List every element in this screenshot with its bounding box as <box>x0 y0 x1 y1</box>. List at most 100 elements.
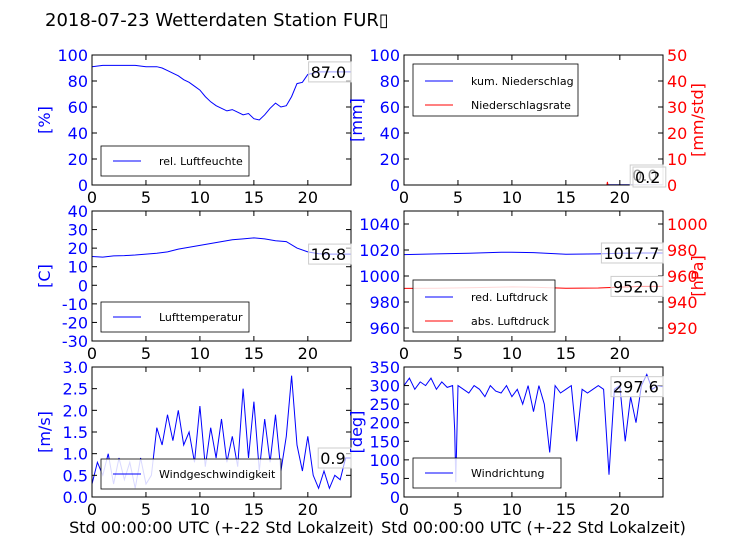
y-right-tick-label: 960 <box>667 267 698 286</box>
panel-pressure: 0 5 10 15 20 960 980 1000 1020 1040 920 940 960 980 10… <box>359 210 708 363</box>
y-tick-label: -10 <box>62 295 88 314</box>
legend-box-pressure <box>412 279 556 333</box>
value-label-winddir-box <box>610 376 664 398</box>
x-tick-label: 10 <box>502 500 522 519</box>
y-axis-label-temperature: [C] <box>35 264 54 288</box>
y-axis-label-humidity: [%] <box>35 106 54 134</box>
value-label-temperature: 16.8 <box>311 245 347 264</box>
y-tick-label: 20 <box>380 150 400 169</box>
y-tick-label: 1.0 <box>63 445 88 464</box>
value-label-right-precip: 0.2 <box>635 168 660 187</box>
x-tick-label: 20 <box>298 188 318 207</box>
y-tick-label: 20 <box>68 150 88 169</box>
panel-humidity: 0 5 10 15 20 0 20 40 60 80 100 [%] 87.0 rel. Luftfeuc… <box>35 46 352 207</box>
legend-box-precip <box>412 63 579 117</box>
plot-frame-precip <box>403 54 664 186</box>
x-tick-label: 10 <box>502 188 522 207</box>
plot-frame-humidity <box>91 54 352 186</box>
legend-label-winddir-0: Windrichtung <box>471 467 544 480</box>
value-label-humidity: 87.0 <box>311 63 347 82</box>
y-tick-label: 100 <box>57 46 88 65</box>
panel-precip: 0 5 10 15 20 0 20 40 60 80 100 [mm] 0 10 20 30 40 50[mm/s… <box>347 46 707 207</box>
x-tick-label: 5 <box>141 500 151 519</box>
y-tick-label: 40 <box>380 124 400 143</box>
y-tick-label: 1.5 <box>63 423 88 442</box>
y-right-axis-label-pressure: [hPa] <box>688 255 707 296</box>
x-tick-label: 0 <box>399 188 409 207</box>
y-tick-label: 300 <box>369 377 400 396</box>
value-label-pressure: 1017.7 <box>603 244 659 263</box>
value-label-pressure-box <box>600 242 664 264</box>
y-tick-label: 2.5 <box>63 380 88 399</box>
y-right-tick-label: 980 <box>667 241 698 260</box>
y-right-tick-label: 940 <box>667 293 698 312</box>
y-tick-label: 100 <box>369 46 400 65</box>
y-right-tick-label: 1000 <box>667 215 708 234</box>
y-right-tick-label: 20 <box>667 124 687 143</box>
x-tick-label: 0 <box>87 344 97 363</box>
legend-box-humidity <box>100 145 250 177</box>
y-tick-label: 0 <box>78 276 88 295</box>
y-right-tick-label: 40 <box>667 72 687 91</box>
y-right-tick-label: 920 <box>667 319 698 338</box>
value-label-winddir: 297.6 <box>613 378 659 397</box>
y-tick-label: 1040 <box>359 215 400 234</box>
y-right-tick-label: 10 <box>667 150 687 169</box>
y-tick-label: -30 <box>62 332 88 351</box>
y-tick-label: 80 <box>380 72 400 91</box>
x-tick-label: 20 <box>610 188 630 207</box>
legend-label-precip-0: kum. Niederschlag <box>471 75 574 88</box>
x-tick-label: 20 <box>298 500 318 519</box>
y-right-tick-label: 0 <box>667 176 677 195</box>
x-tick-label: 15 <box>244 500 264 519</box>
panel-windspeed: 0 5 10 15 20 0.0 0.5 1.0 1.5 2.0 2.5 3.0 [m/s] 0.9 Win… <box>35 358 374 537</box>
x-tick-label: 0 <box>87 188 97 207</box>
x-tick-label: 15 <box>556 344 576 363</box>
y-tick-label: 0.0 <box>63 488 88 507</box>
x-tick-label: 10 <box>190 344 210 363</box>
x-tick-label: 15 <box>556 500 576 519</box>
y-tick-label: 50 <box>380 469 400 488</box>
legend-label-pressure-0: red. Luftdruck <box>471 291 548 304</box>
y-tick-label: 0 <box>390 488 400 507</box>
x-tick-label: 0 <box>399 344 409 363</box>
x-tick-label: 5 <box>453 188 463 207</box>
y-tick-label: 100 <box>369 451 400 470</box>
x-axis-label-winddir: Std 00:00:00 UTC (+-22 Std Lokalzeit) <box>381 518 686 537</box>
y-axis-label-precip: [mm] <box>347 98 366 142</box>
x-tick-label: 10 <box>502 344 522 363</box>
y-tick-label: 0 <box>390 176 400 195</box>
series-line-temperature-0 <box>91 237 351 258</box>
value-label-right-pressure-box <box>610 275 664 297</box>
value-label-humidity-box <box>308 61 352 83</box>
value-label-right-pressure: 952.0 <box>613 277 659 296</box>
x-tick-label: 15 <box>556 188 576 207</box>
y-tick-label: 960 <box>369 319 400 338</box>
series-line-humidity-0 <box>91 64 351 121</box>
value-label-windspeed-box <box>317 447 352 469</box>
legend-label-pressure-1: abs. Luftdruck <box>471 315 550 328</box>
y-right-tick-label: 50 <box>667 46 687 65</box>
y-tick-label: 40 <box>68 124 88 143</box>
panel-winddir: 0 5 10 15 20050100150200250300350[deg]297.6W… <box>347 358 686 537</box>
y-tick-label: 1020 <box>359 241 400 260</box>
value-label-windspeed: 0.9 <box>320 449 345 468</box>
y-tick-label: 80 <box>68 72 88 91</box>
plot-frame-temperature <box>91 210 352 342</box>
y-right-axis-label-precip: [mm/std] <box>688 83 707 157</box>
y-tick-label: 200 <box>369 414 400 433</box>
x-tick-label: 20 <box>298 344 318 363</box>
y-axis-label-winddir: [deg] <box>347 411 366 454</box>
y-tick-label: 20 <box>68 239 88 258</box>
figure-title: 2018-07-23 Wetterdaten Station FUR▯ <box>45 10 389 31</box>
x-tick-label: 0 <box>399 500 409 519</box>
x-tick-label: 5 <box>141 188 151 207</box>
x-tick-label: 10 <box>190 188 210 207</box>
panel-temperature: 0 5 10 15 20-30-20-10010203040[C]16.8Lufttem… <box>35 202 352 363</box>
x-tick-label: 0 <box>87 500 97 519</box>
y-tick-label: 250 <box>369 395 400 414</box>
x-tick-label: 15 <box>244 188 264 207</box>
y-tick-label: -20 <box>62 313 88 332</box>
x-tick-label: 15 <box>244 344 264 363</box>
